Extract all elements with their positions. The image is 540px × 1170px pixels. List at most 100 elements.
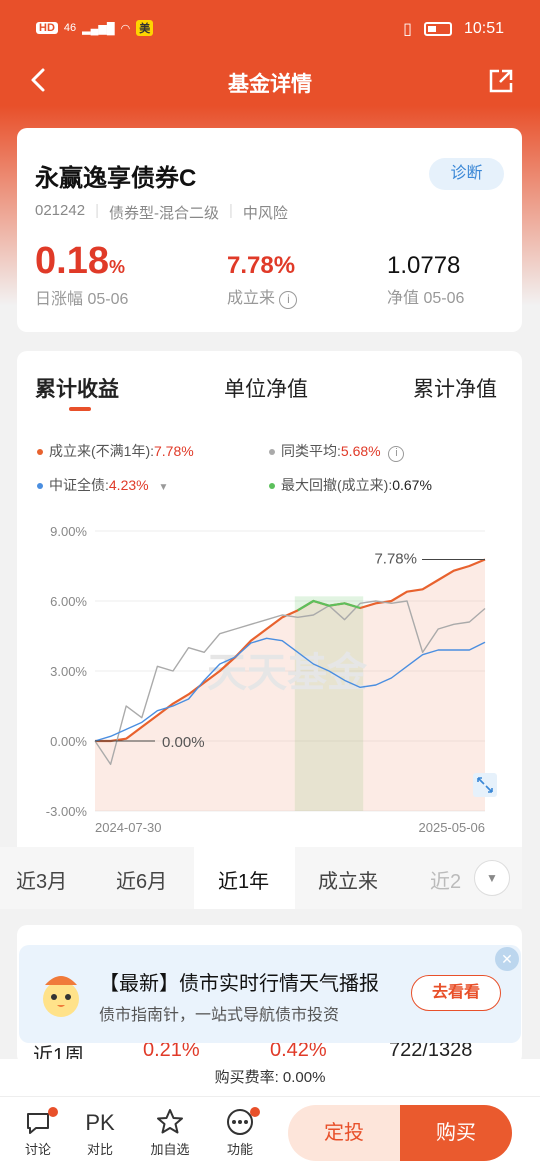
nav-label: 加自选: [150, 1142, 190, 1157]
fullscreen-icon[interactable]: [473, 773, 497, 797]
clock: 10:51: [463, 20, 504, 37]
mascot-icon: [43, 976, 79, 1017]
nav-functions[interactable]: 功能: [214, 1107, 266, 1158]
since-inception-label: 成立来 i: [227, 284, 298, 309]
network-indicator: 46: [63, 22, 77, 34]
period-active-bg: [194, 847, 295, 909]
promo-banner[interactable]: 【最新】债市实时行情天气播报 债市指南针，一站式导航债市投资 去看看 ✕: [19, 945, 521, 1043]
dropdown-triangle-icon[interactable]: ▼: [158, 482, 169, 493]
daily-change-value: 0.18%: [35, 240, 125, 282]
wifi-icon: ◠: [120, 22, 131, 35]
banner-action-button[interactable]: 去看看: [411, 975, 501, 1011]
legend-fund: 成立来(不满1年):7.78%: [37, 441, 194, 461]
signal-icon: ▂▄▆█: [82, 22, 115, 35]
peek-avg: 0.42%: [270, 1043, 327, 1059]
nav-compare[interactable]: PK 对比: [74, 1107, 126, 1158]
expand-periods-button[interactable]: ▼: [474, 860, 510, 896]
fund-type: 债券型-混合二级: [108, 205, 219, 222]
star-icon: [144, 1107, 196, 1139]
close-icon[interactable]: ✕: [495, 947, 519, 971]
banner-title: 【最新】债市实时行情天气播报: [99, 973, 379, 995]
nav-label: 对比: [86, 1142, 113, 1157]
fund-meta: 021242 | 债券型-混合二级 | 中风险: [35, 202, 288, 223]
buy-button[interactable]: 购买: [400, 1105, 512, 1161]
notification-badge: [250, 1107, 260, 1117]
y-tick-label: -3.00%: [46, 804, 88, 819]
status-bar: HD 46 ▂▄▆█ ◠ 美 ▯ 10:51: [0, 0, 540, 58]
diagnose-button[interactable]: 诊断: [429, 158, 504, 190]
battery-icon: [423, 22, 452, 36]
nav-watchlist[interactable]: 加自选: [144, 1107, 196, 1158]
divider: |: [95, 202, 99, 219]
info-icon[interactable]: i: [279, 291, 298, 309]
return-chart[interactable]: 9.00% 6.00% 3.00% 0.00% -3.00% 天天基金 7.78% 0.00%…: [17, 511, 522, 841]
more-icon: [214, 1107, 266, 1139]
nav-label: 功能: [226, 1142, 253, 1157]
legend-dot: [269, 449, 275, 456]
nav-stat: 1.0778 净值 05-06: [387, 240, 464, 308]
period-1y[interactable]: 近1年: [218, 871, 270, 893]
performance-row-peek: 近1周 0.21% 0.42% 722/1328: [33, 1043, 503, 1059]
banner-subtitle: 债市指南针，一站式导航债市投资: [99, 1007, 340, 1024]
period-3m[interactable]: 近3月: [16, 871, 68, 893]
bottom-nav: 讨论 PK 对比 加自选 功能 定投 购买: [0, 1097, 540, 1170]
divider: |: [228, 202, 233, 219]
daily-change-stat: 0.18% 日涨幅 05-06: [35, 240, 128, 309]
x-tick-label: 2025-05-06: [419, 820, 486, 835]
fund-area: [95, 559, 485, 811]
daily-change-label: 日涨幅 05-06: [35, 291, 129, 308]
legend-dot: [37, 449, 43, 456]
info-icon[interactable]: i: [388, 446, 405, 462]
status-left: HD 46 ▂▄▆█ ◠ 美: [36, 20, 154, 36]
nav-discuss[interactable]: 讨论: [12, 1107, 64, 1158]
tab-unit-nav[interactable]: 单位净值: [224, 378, 308, 401]
purchase-fee: 购买费率: 0.00%: [0, 1059, 540, 1097]
period-6m[interactable]: 近6月: [116, 871, 168, 893]
chart-tabs: 累计收益 单位净值 累计净值: [17, 373, 522, 413]
period-tabs: 近3月 近6月 近1年 成立来 近2: [0, 847, 522, 909]
chart-card: 累计收益 单位净值 累计净值 成立来(不满1年):7.78% 同类平均:5.68…: [17, 351, 522, 907]
share-icon[interactable]: [488, 68, 514, 94]
peek-value: 0.21%: [143, 1043, 200, 1059]
page-title: 基金详情: [228, 73, 312, 96]
app-header: 基金详情: [0, 58, 540, 106]
since-inception-stat: 7.78% 成立来 i: [227, 240, 298, 309]
fund-name: 永赢逸享债券C: [35, 165, 197, 192]
status-right: ▯ 10:51: [403, 19, 504, 39]
nav-label: 净值 05-06: [387, 290, 465, 307]
peer-average-line: [94, 600, 486, 766]
active-tab-indicator: [69, 407, 91, 411]
start-value-label: 0.00%: [162, 734, 205, 751]
fund-info-card: 永赢逸享债券C 诊断 021242 | 债券型-混合二级 | 中风险 0.18%…: [17, 128, 522, 332]
back-icon[interactable]: [28, 66, 48, 101]
auto-invest-button[interactable]: 定投: [288, 1105, 400, 1161]
x-tick-label: 2024-07-30: [95, 820, 162, 835]
app-notification-icon: 美: [136, 20, 154, 36]
tab-cumulative-nav[interactable]: 累计净值: [413, 378, 497, 401]
y-tick-label: 3.00%: [50, 664, 87, 679]
period-inception[interactable]: 成立来: [318, 871, 378, 893]
y-tick-label: 9.00%: [50, 524, 87, 539]
legend-peer: 同类平均:5.68% i: [269, 441, 405, 462]
y-tick-label: 0.00%: [50, 734, 87, 749]
tab-cumulative-return[interactable]: 累计收益: [35, 378, 119, 401]
legend-dot: [269, 483, 275, 490]
since-inception-value: 7.78%: [227, 252, 296, 279]
end-value-label: 7.78%: [374, 550, 417, 567]
peek-rank: 722/1328: [389, 1043, 473, 1059]
fund-line: [95, 558, 486, 743]
pk-icon: PK: [85, 1110, 115, 1135]
period-2y[interactable]: 近2: [430, 871, 462, 893]
nav-value: 1.0778: [387, 252, 461, 279]
legend-drawdown: 最大回撤(成立来):0.67%: [269, 475, 432, 495]
notification-badge: [48, 1107, 58, 1117]
drawdown-line: [297, 599, 361, 612]
watermark: 天天基金: [207, 650, 368, 696]
fund-code: 021242: [35, 202, 86, 219]
legend-index[interactable]: 中证全债:4.23% ▼: [37, 475, 168, 495]
index-line: [94, 637, 486, 742]
vibrate-icon: ▯: [403, 21, 412, 38]
drawdown-zone: [294, 596, 364, 811]
fund-risk: 中风险: [242, 205, 288, 222]
nav-label: 讨论: [24, 1142, 51, 1157]
